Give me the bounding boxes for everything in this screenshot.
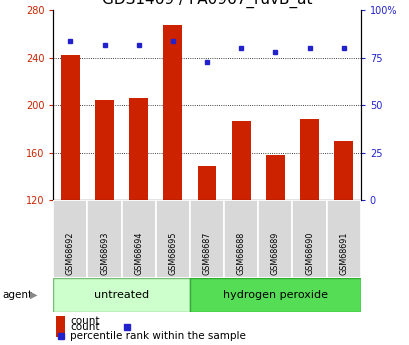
Text: GSM68688: GSM68688 <box>236 232 245 275</box>
Bar <box>53 200 87 278</box>
Text: agent: agent <box>2 290 32 300</box>
Bar <box>155 200 189 278</box>
Bar <box>129 98 148 200</box>
Bar <box>56 317 65 337</box>
Bar <box>87 200 121 278</box>
Text: GSM68690: GSM68690 <box>304 232 313 275</box>
Text: GSM68689: GSM68689 <box>270 232 279 275</box>
Text: GSM68693: GSM68693 <box>100 232 109 275</box>
Bar <box>163 24 182 200</box>
Bar <box>258 200 292 278</box>
Text: untreated: untreated <box>94 290 149 300</box>
Bar <box>121 200 155 278</box>
Bar <box>265 155 284 200</box>
Text: GSM68695: GSM68695 <box>168 232 177 275</box>
Bar <box>224 200 258 278</box>
Bar <box>189 278 360 312</box>
Text: hydrogen peroxide: hydrogen peroxide <box>222 290 327 300</box>
Bar <box>292 200 326 278</box>
Text: GSM68692: GSM68692 <box>66 232 75 275</box>
Bar <box>189 200 224 278</box>
Text: count: count <box>70 322 99 332</box>
Text: GSM68694: GSM68694 <box>134 232 143 275</box>
Text: percentile rank within the sample: percentile rank within the sample <box>70 331 245 341</box>
Text: ▶: ▶ <box>29 290 37 300</box>
Bar <box>326 200 360 278</box>
Bar <box>56 316 65 326</box>
Title: GDS1469 / PA0967_ruvB_at: GDS1469 / PA0967_ruvB_at <box>101 0 312 8</box>
Bar <box>333 141 352 200</box>
Bar <box>231 121 250 200</box>
Bar <box>95 100 114 200</box>
Text: GSM68691: GSM68691 <box>338 232 347 275</box>
Bar <box>61 56 80 200</box>
Bar <box>197 166 216 200</box>
Text: GSM68687: GSM68687 <box>202 232 211 275</box>
Bar <box>53 278 189 312</box>
Bar <box>299 119 318 200</box>
Text: count: count <box>70 316 99 326</box>
